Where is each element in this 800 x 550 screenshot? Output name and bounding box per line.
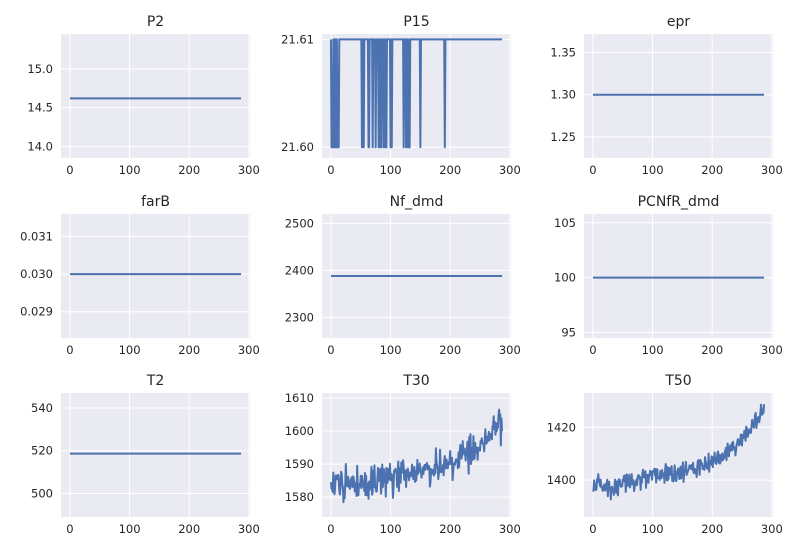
x-tick-label: 0 <box>327 163 334 177</box>
plot-area <box>584 214 773 338</box>
x-tick-label: 0 <box>66 522 73 536</box>
x-tick-label: 200 <box>701 163 723 177</box>
x-tick-label: 200 <box>439 163 461 177</box>
subplot-pcnfr_dmd: 0 100 200 300 95 100 105 PCNfR_dmd <box>554 194 783 357</box>
y-tick-label: 2400 <box>285 263 314 277</box>
y-tick-label: 540 <box>31 401 53 415</box>
y-tick-label: 105 <box>554 216 576 230</box>
x-tick-label: 0 <box>66 163 73 177</box>
x-tick-label: 300 <box>499 163 521 177</box>
x-tick-label: 100 <box>642 343 664 357</box>
y-tick-label: 100 <box>554 271 576 285</box>
y-tick-label: 0.031 <box>20 230 53 244</box>
y-tick-label: 1580 <box>285 490 314 504</box>
x-tick-label: 0 <box>589 343 596 357</box>
x-tick-label: 300 <box>238 522 260 536</box>
x-tick-label: 200 <box>439 343 461 357</box>
subplot-title: P2 <box>147 14 164 30</box>
series-line <box>592 403 766 501</box>
y-tick-label: 1610 <box>285 391 314 405</box>
plot-area <box>61 34 250 158</box>
plot-area <box>322 34 511 158</box>
subplot-t2: 0 100 200 300 500 520 540 T2 <box>31 373 260 536</box>
x-tick-label: 100 <box>380 522 402 536</box>
x-tick-label: 200 <box>178 522 200 536</box>
x-tick-label: 300 <box>761 343 783 357</box>
y-tick-label: 95 <box>561 326 576 340</box>
plot-area <box>61 393 250 517</box>
subplot-t30: 0 100 200 300 1580 1590 1600 1610 T30 <box>285 373 521 536</box>
y-tick-label: 520 <box>31 444 53 458</box>
plot-area <box>61 214 250 338</box>
subplot-title: farB <box>141 194 170 210</box>
subplot-title: epr <box>667 14 691 30</box>
y-tick-label: 1.30 <box>550 88 576 102</box>
x-tick-label: 100 <box>642 163 664 177</box>
subplot-p15: 0 100 200 300 21.60 21.61 P15 <box>281 14 521 177</box>
y-tick-label: 21.61 <box>281 32 314 46</box>
y-tick-label: 500 <box>31 486 53 500</box>
x-tick-label: 100 <box>119 163 141 177</box>
x-tick-label: 300 <box>499 343 521 357</box>
x-tick-label: 100 <box>119 522 141 536</box>
y-tick-label: 1.25 <box>550 130 576 144</box>
x-tick-label: 200 <box>178 343 200 357</box>
subplot-title: T30 <box>402 373 429 389</box>
y-tick-label: 1600 <box>285 424 314 438</box>
x-tick-label: 200 <box>701 522 723 536</box>
y-tick-label: 14.0 <box>27 139 53 153</box>
subplot-t50: 0 100 200 300 1400 1420 T50 <box>547 373 783 536</box>
subplot-p2: 0 100 200 300 14.0 14.5 15.0 P2 <box>27 14 259 177</box>
subplot-farb: 0 100 200 300 0.029 0.030 0.031 farB <box>20 194 260 357</box>
y-tick-label: 2500 <box>285 216 314 230</box>
subplot-title: Nf_dmd <box>390 194 444 210</box>
x-tick-label: 200 <box>701 343 723 357</box>
x-tick-label: 100 <box>642 522 664 536</box>
subplot-title: T2 <box>146 373 164 389</box>
y-tick-label: 1590 <box>285 457 314 471</box>
subplot-title: P15 <box>403 14 429 30</box>
series-line <box>329 408 504 504</box>
x-tick-label: 100 <box>119 343 141 357</box>
x-tick-label: 0 <box>66 343 73 357</box>
subplot-nf_dmd: 0 100 200 300 2300 2400 2500 Nf_dmd <box>285 194 521 357</box>
y-tick-label: 15.0 <box>27 62 53 76</box>
y-tick-label: 2300 <box>285 310 314 324</box>
series-line <box>329 38 503 149</box>
x-tick-label: 300 <box>761 522 783 536</box>
x-tick-label: 200 <box>178 163 200 177</box>
x-tick-label: 300 <box>761 163 783 177</box>
subplot-epr: 0 100 200 300 1.25 1.30 1.35 epr <box>550 14 782 177</box>
x-tick-label: 100 <box>380 343 402 357</box>
y-tick-label: 0.029 <box>20 305 53 319</box>
x-tick-label: 300 <box>238 343 260 357</box>
y-tick-label: 1.35 <box>550 46 576 60</box>
x-tick-label: 200 <box>439 522 461 536</box>
y-tick-label: 1400 <box>547 473 576 487</box>
plot-area <box>322 393 511 517</box>
subplot-title: T50 <box>664 373 691 389</box>
x-tick-label: 0 <box>327 343 334 357</box>
x-tick-label: 300 <box>238 163 260 177</box>
x-tick-label: 0 <box>327 522 334 536</box>
x-tick-label: 100 <box>380 163 402 177</box>
plot-area <box>584 393 773 517</box>
x-tick-label: 300 <box>499 522 521 536</box>
y-tick-label: 14.5 <box>27 101 53 115</box>
y-tick-label: 1420 <box>547 420 576 434</box>
x-tick-label: 0 <box>589 522 596 536</box>
x-tick-label: 0 <box>589 163 596 177</box>
y-tick-label: 21.60 <box>281 140 314 154</box>
subplot-title: PCNfR_dmd <box>638 194 720 210</box>
y-tick-label: 0.030 <box>20 267 53 281</box>
